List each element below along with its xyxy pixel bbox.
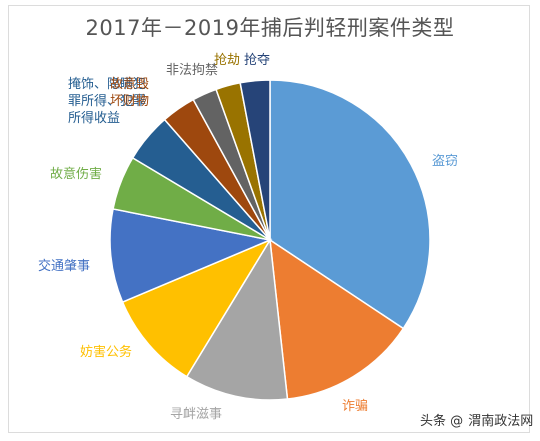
slice-label-5: 交通肇事 bbox=[38, 258, 90, 274]
slice-label-9: 非法拘禁 bbox=[166, 63, 218, 78]
slice-label-10: 抢劫 bbox=[214, 52, 240, 68]
slice-label-6: 故意伤害 bbox=[50, 166, 102, 182]
slice-label-4: 妨害公务 bbox=[80, 344, 132, 360]
slice-label-1: 盗窃 bbox=[432, 153, 458, 169]
chart-title: 2017年－2019年捕后判轻刑案件类型 bbox=[85, 16, 455, 40]
watermark-prefix: 头条 bbox=[420, 414, 447, 429]
slice-label-11: 抢夺 bbox=[244, 52, 270, 68]
pie-slice-3 bbox=[185, 237, 289, 401]
slice-label-3: 寻衅滋事 bbox=[170, 407, 222, 422]
pie-slice-4 bbox=[121, 238, 272, 378]
watermark: 头条 @ 渭南政法网 bbox=[420, 410, 533, 429]
watermark-name: 渭南政法网 bbox=[468, 414, 534, 429]
slice-label-8: 故意毁坏财物 bbox=[110, 76, 149, 109]
slice-label-2: 诈骗 bbox=[342, 399, 368, 414]
pie-slice-2 bbox=[269, 238, 405, 400]
slice-label-7: 掩饰、隐瞒犯罪所得、犯罪所得收益 bbox=[68, 77, 146, 126]
pie-slice-11 bbox=[239, 79, 271, 241]
watermark-at: @ bbox=[450, 414, 464, 429]
